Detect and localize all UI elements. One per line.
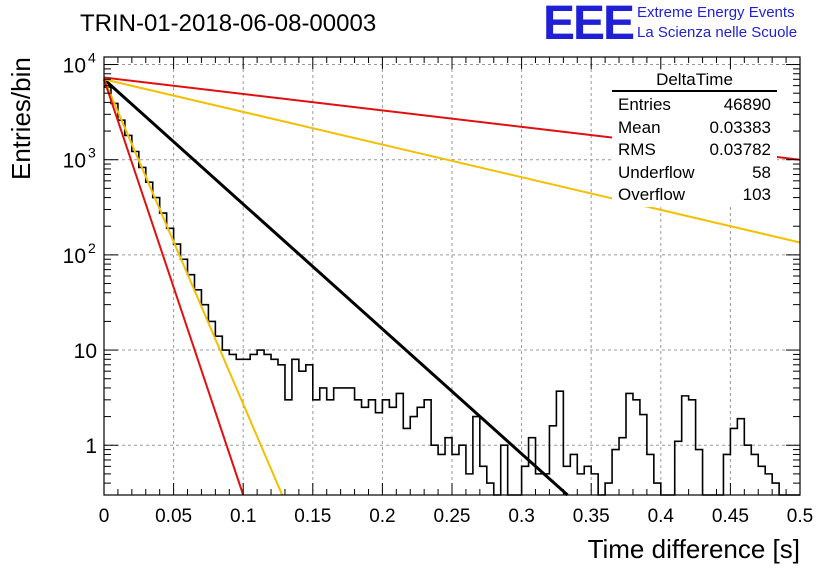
x-tick-label: 0.15 [294,506,331,527]
stats-title: DeltaTime [612,70,777,92]
y-tick-label: 10 [63,55,86,78]
x-tick-label: 0 [99,506,110,527]
y-tick-label: 1 [85,435,97,458]
y-tick-exponent: 4 [88,50,96,66]
x-tick-label: 0.25 [434,506,471,527]
stats-label: Overflow [618,185,686,204]
stats-row-entries: Entries 46890 [612,94,777,117]
x-tick-label: 0.4 [648,506,675,527]
stats-value: 103 [742,185,771,204]
stats-label: Mean [618,117,661,137]
y-tick-label: 10 [63,245,86,268]
x-tick-label: 0.1 [230,506,256,527]
stats-row-overflow: Overflow 103 [612,184,777,207]
stats-value: 0.03782 [709,140,771,159]
y-tick-exponent: 2 [88,240,96,256]
x-tick-label: 0.35 [573,506,610,527]
stats-row-mean: Mean 0.03383 [612,117,777,140]
stats-row-underflow: Underflow 58 [612,162,777,185]
stats-value: 46890 [723,95,771,114]
stats-value: 0.03383 [709,117,771,137]
x-axis-label: Time difference [s] [587,534,800,564]
y-tick-exponent: 3 [88,145,96,161]
fit-line-3 [103,78,284,496]
fit-line-2 [103,78,801,244]
y-tick-label: 10 [74,340,97,363]
x-tick-label: 0.45 [712,506,749,527]
stats-label: RMS [618,140,656,159]
brand-line-2: La Scienza nelle Scuole [637,24,798,41]
stats-label: Entries [618,95,671,114]
fit-line-4 [103,78,245,496]
x-tick-label: 0.05 [155,506,192,527]
x-tick-label: 0.3 [508,506,534,527]
stats-row-rms: RMS 0.03782 [612,139,777,162]
chart-title: TRIN-01-2018-06-08-00003 [80,10,377,37]
histogram-steps [104,86,800,496]
stats-label: Underflow [618,162,695,182]
x-tick-label: 0.2 [369,506,395,527]
y-axis-label: Entries/bin [6,57,36,180]
y-tick-label: 10 [63,150,86,173]
fit-line-0 [102,78,569,497]
stats-box: DeltaTime Entries 46890 Mean 0.03383 RMS… [612,70,777,207]
brand-line-1: Extreme Energy Events [637,4,795,21]
eee-logo: EEE [543,0,635,50]
x-tick-label: 0.5 [787,506,813,527]
stats-value: 58 [752,162,771,182]
